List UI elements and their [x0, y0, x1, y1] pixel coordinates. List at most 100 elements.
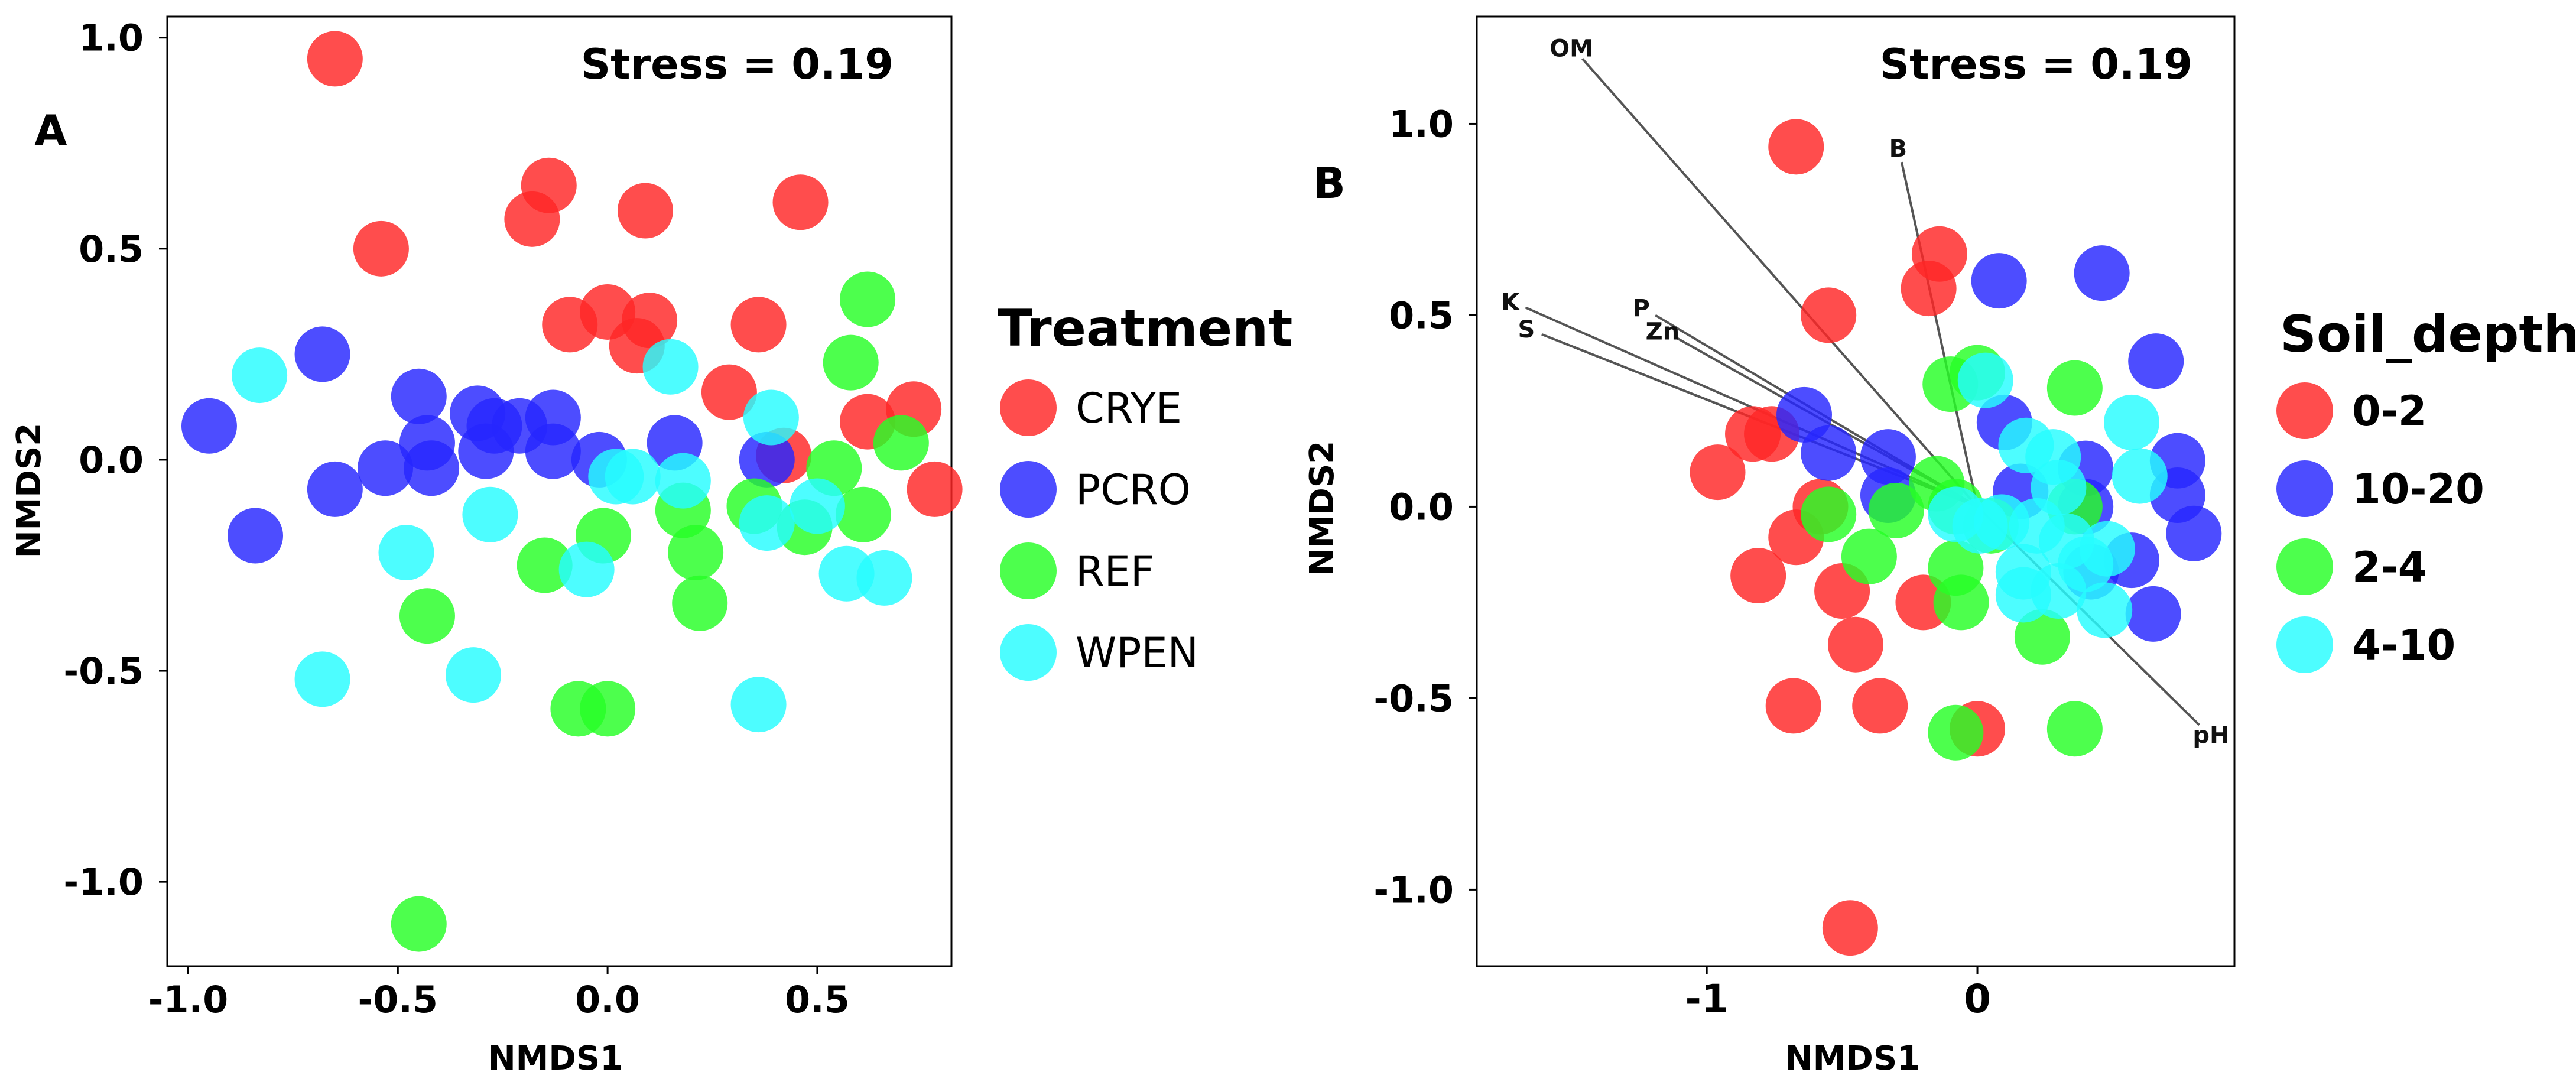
point-crye — [730, 297, 787, 353]
point-pcro — [228, 508, 284, 564]
panel-a-x-axis-title: NMDS1 — [488, 1039, 623, 1078]
legend-label-wpen: WPEN — [1076, 629, 1198, 677]
point-pcro — [525, 423, 581, 479]
point-crye — [617, 183, 673, 239]
panel-b: OM B KS PZn pH -1 0 1.0 0.5 0.0 -0.5 -1.0 Stress =… — [1303, 15, 2576, 1078]
panel-a-letter: A — [34, 106, 67, 155]
point-wpen — [642, 339, 699, 395]
point-ref — [840, 271, 896, 327]
legend-swatch-2-4 — [2276, 538, 2333, 595]
point-ref — [672, 575, 728, 631]
legend-swatch-pcro — [1000, 461, 1057, 518]
panel-b-y-tick-label: 0.5 — [1389, 294, 1454, 337]
point-crye — [307, 31, 363, 87]
point-pcro — [739, 431, 795, 488]
panel-b-legend-title: Soil_depth — [2280, 305, 2576, 364]
legend-swatch-10-20 — [2276, 460, 2333, 517]
point-ref — [823, 334, 879, 391]
point-10-20 — [2074, 245, 2130, 301]
point-pcro — [458, 423, 514, 479]
legend-swatch-wpen — [1000, 624, 1057, 681]
legend-label-2-4: 2-4 — [2352, 543, 2426, 592]
panel-b-y-tick-label: -0.5 — [1373, 677, 1454, 720]
point-ref — [873, 415, 929, 471]
point-wpen — [739, 495, 795, 551]
point-wpen — [730, 677, 787, 733]
point-0-2 — [1765, 678, 1821, 734]
panel-b-x-tick-label: -1 — [1685, 976, 1729, 1022]
vector-label-zn: Zn — [1646, 319, 1680, 346]
point-crye — [907, 461, 963, 517]
panel-b-x-tick-label: 0 — [1964, 976, 1991, 1022]
point-2-4 — [1801, 486, 1857, 542]
point-0-2 — [1768, 119, 1824, 175]
point-2-4 — [2046, 701, 2103, 757]
legend-label-0-2: 0-2 — [2352, 387, 2426, 436]
panel-a-x-tick-label: -0.5 — [358, 978, 438, 1021]
point-wpen — [558, 541, 615, 597]
legend-swatch-ref — [1000, 542, 1057, 599]
panel-a-legend-title: Treatment — [998, 299, 1292, 358]
vector-label-b: B — [1889, 135, 1908, 163]
point-2-4 — [2014, 609, 2070, 665]
point-0-2 — [1852, 678, 1908, 734]
legend-label-pcro: PCRO — [1076, 466, 1191, 514]
panel-a-y-tick-label: 1.0 — [79, 17, 144, 60]
point-pcro — [181, 398, 237, 454]
panel-a-ticks: -1.0 -0.5 0.0 0.5 1.0 0.5 0.0 -0.5 -1.0 — [63, 17, 849, 1021]
panel-a-legend: Treatment CRYE PCRO REF WPEN — [998, 299, 1292, 681]
point-crye — [504, 191, 560, 247]
panel-b-ticks: -1 0 1.0 0.5 0.0 -0.5 -1.0 — [1373, 102, 1991, 1022]
point-4-10 — [2112, 448, 2168, 504]
panel-a-y-tick-label: 0.0 — [79, 438, 144, 482]
point-0-2 — [1690, 444, 1746, 501]
point-ref — [391, 896, 447, 952]
panel-b-stress-label: Stress = 0.19 — [1880, 40, 2192, 89]
point-ref — [668, 525, 724, 581]
panel-b-x-axis-title: NMDS1 — [1785, 1039, 1920, 1078]
point-pcro — [391, 368, 447, 424]
point-0-2 — [1725, 406, 1781, 462]
legend-label-crye: CRYE — [1076, 384, 1182, 433]
panel-b-letter: B — [1313, 158, 1346, 208]
panel-a-x-tick-label: 0.0 — [575, 978, 640, 1021]
point-wpen — [789, 478, 845, 534]
vector-label-p: P — [1632, 295, 1649, 322]
vector-label-k: K — [1501, 289, 1521, 316]
point-wpen — [378, 525, 434, 581]
legend-label-10-20: 10-20 — [2352, 465, 2484, 514]
point-wpen — [462, 486, 518, 542]
point-wpen — [446, 647, 502, 703]
legend-label-ref: REF — [1076, 547, 1154, 596]
panel-a-stress-label: Stress = 0.19 — [581, 40, 894, 89]
point-wpen — [743, 389, 799, 446]
point-10-20 — [1971, 253, 2027, 309]
point-4-10 — [2104, 394, 2160, 450]
point-4-10 — [1995, 567, 2051, 623]
point-crye — [701, 364, 757, 420]
panel-b-legend: Soil_depth 0-2 10-20 2-4 4-10 — [2276, 305, 2576, 673]
panel-b-vector-labels: OM B KS PZn pH — [1501, 35, 2229, 749]
point-2-4 — [2046, 360, 2103, 416]
point-pcro — [404, 440, 460, 496]
panel-b-y-tick-label: 0.0 — [1389, 485, 1454, 528]
point-4-10 — [1957, 352, 2013, 408]
vector-label-ph: pH — [2192, 722, 2229, 749]
point-10-20 — [2128, 333, 2184, 389]
point-wpen — [232, 347, 288, 404]
panel-a-legend-items: CRYE PCRO REF WPEN — [1000, 379, 1198, 681]
point-4-10 — [1928, 486, 1984, 542]
panel-a: -1.0 -0.5 0.0 0.5 1.0 0.5 0.0 -0.5 -1.0 Stress =… — [10, 15, 1292, 1078]
point-2-4 — [1933, 574, 1989, 631]
panel-a-x-tick-label: 0.5 — [785, 978, 850, 1021]
point-ref — [580, 681, 636, 737]
panel-a-x-tick-label: -1.0 — [148, 978, 229, 1021]
point-pcro — [294, 326, 350, 382]
point-10-20 — [2166, 505, 2222, 561]
point-2-4 — [1928, 704, 1984, 761]
panel-b-y-axis-title: NMDS2 — [1303, 441, 1341, 576]
panel-a-points — [181, 31, 963, 952]
panel-b-legend-items: 0-2 10-20 2-4 4-10 — [2276, 382, 2484, 673]
point-ref — [399, 588, 455, 644]
